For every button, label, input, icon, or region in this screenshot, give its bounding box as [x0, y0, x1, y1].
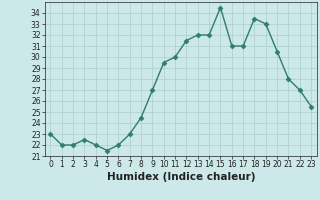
X-axis label: Humidex (Indice chaleur): Humidex (Indice chaleur) — [107, 172, 255, 182]
